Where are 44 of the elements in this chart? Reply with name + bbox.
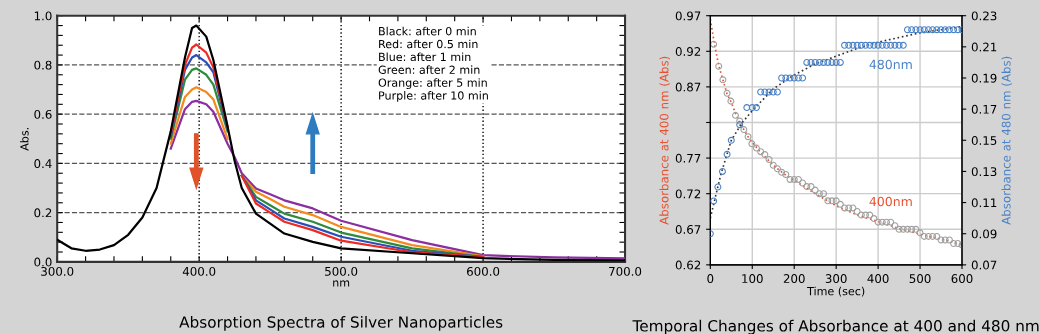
y-tick-label: 0.6 (34, 109, 52, 119)
x-tick-label: 500.0 (325, 266, 358, 276)
y-tick-label: 0.87 (675, 82, 701, 92)
y-tick-label: 0.67 (675, 224, 701, 234)
x-axis-title: Time (sec) (807, 286, 865, 297)
y2-tick-label: 0.19 (971, 73, 997, 83)
y-tick-label: 0.72 (675, 189, 701, 199)
y-tick-label: 0.2 (34, 208, 52, 218)
y-tick-label: 0.77 (675, 153, 701, 163)
x-tick-label: 600 (951, 274, 973, 284)
y-tick-label: 0.8 (34, 60, 52, 70)
y2-tick-label: 0.07 (971, 260, 997, 270)
x-tick-label: 200 (783, 274, 805, 284)
x-tick-label: 500 (909, 274, 931, 284)
x-tick-label: 300.0 (41, 266, 74, 276)
y-tick-label: 0.62 (675, 260, 701, 270)
y2-tick-label: 0.21 (971, 42, 997, 52)
annotation: Black: after 0 min Red: after 0.5 min Blue: after 1 min Green: after 2 min Orange: after 5 min Purple: after 10 min (378, 26, 488, 102)
y2-tick-label: 0.17 (971, 104, 997, 114)
x-tick-label: 0 (707, 274, 714, 284)
annotation: 480nm (869, 59, 912, 70)
x-tick-label: 400 (867, 274, 889, 284)
text: Absorption Spectra of Silver Nanoparticles (179, 316, 503, 331)
text: Temporal Changes of Absorbance at 400 and 480 nm (632, 319, 1039, 334)
y2-tick-label: 0.13 (971, 167, 997, 177)
y-axis-title: Abs. (20, 127, 29, 151)
x-tick-label: 300 (825, 274, 847, 284)
y2-tick-label: 0.23 (971, 11, 997, 21)
y-tick-label: 0.92 (675, 47, 701, 56)
y2-tick-label: 0.15 (971, 136, 997, 145)
y2-tick-label: 0.09 (971, 229, 997, 239)
y-tick-label: 1.0 (34, 11, 52, 21)
y-tick-label: 0.4 (34, 159, 52, 169)
y2-tick-label: 0.11 (971, 198, 997, 208)
x-tick-label: 600.0 (467, 266, 500, 276)
y-tick-label: 0.97 (675, 11, 701, 21)
x-tick-label: 400.0 (182, 266, 216, 276)
y-axis-title: Absorbance at 400 nm (Abs) (659, 56, 670, 225)
annotation: 400nm (869, 196, 912, 207)
x-tick-label: 700.0 (609, 266, 642, 276)
y-tick-label: 0.0 (34, 257, 52, 267)
y2-axis-title: Absorbance at 480 nm (Abs) (1001, 56, 1013, 225)
x-axis-title: nm (333, 280, 350, 287)
x-tick-label: 100 (742, 274, 763, 284)
